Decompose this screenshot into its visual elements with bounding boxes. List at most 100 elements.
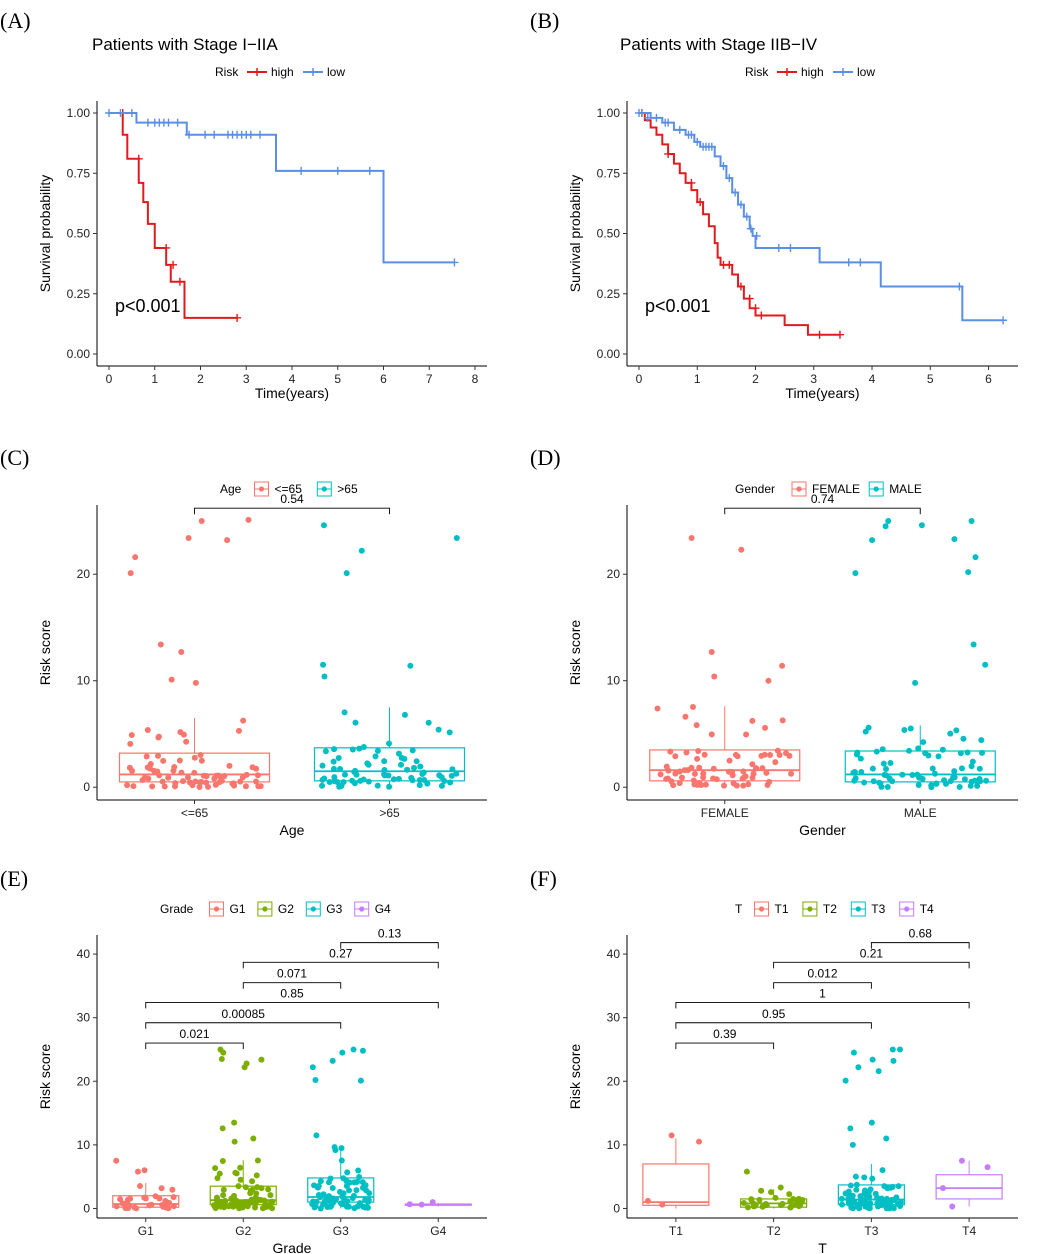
data-point bbox=[895, 1183, 902, 1190]
data-point bbox=[740, 774, 747, 781]
data-point-outlier bbox=[958, 1157, 965, 1164]
data-point bbox=[869, 765, 876, 772]
y-tick-label: 20 bbox=[77, 1074, 91, 1088]
data-point bbox=[979, 749, 986, 756]
data-point-outlier bbox=[198, 517, 205, 524]
data-point bbox=[779, 1200, 786, 1207]
comparison-p-value: 0.012 bbox=[807, 967, 837, 981]
data-point bbox=[446, 729, 453, 736]
censor-mark-low bbox=[736, 200, 745, 209]
comparison-p-value: 0.00085 bbox=[222, 1007, 266, 1021]
data-point bbox=[221, 1203, 228, 1210]
legend-label-T1: T1 bbox=[775, 902, 789, 916]
data-point bbox=[964, 749, 971, 756]
data-point bbox=[166, 1199, 173, 1206]
data-point bbox=[253, 778, 260, 785]
censor-mark-low bbox=[297, 166, 306, 175]
comparison-bracket bbox=[724, 507, 921, 515]
data-point bbox=[319, 782, 326, 789]
x-tick-label: 4 bbox=[289, 372, 296, 386]
data-point-outlier bbox=[320, 522, 327, 529]
legend-key-dot bbox=[873, 486, 879, 492]
censor-mark-high bbox=[233, 313, 242, 322]
x-tick-label: G4 bbox=[430, 1224, 446, 1238]
data-point-outlier bbox=[885, 517, 892, 524]
data-point-outlier bbox=[738, 546, 745, 553]
data-point bbox=[240, 717, 247, 724]
comparison-bracket bbox=[675, 1042, 775, 1050]
x-tick-label: 5 bbox=[927, 372, 934, 386]
legend-label->65: >65 bbox=[337, 482, 358, 496]
data-point bbox=[215, 772, 222, 779]
x-tick-label: T3 bbox=[864, 1224, 878, 1238]
data-point bbox=[906, 747, 913, 754]
data-point bbox=[128, 732, 135, 739]
chart-title: Patients with Stage I−IIA bbox=[92, 35, 278, 54]
data-point bbox=[220, 1186, 227, 1193]
data-point bbox=[170, 767, 177, 774]
data-point bbox=[269, 1205, 276, 1212]
panel-label: (D) bbox=[530, 445, 561, 470]
data-point bbox=[359, 1184, 366, 1191]
data-point bbox=[684, 767, 691, 774]
data-point-outlier bbox=[939, 1185, 946, 1192]
panel-label: (B) bbox=[530, 8, 559, 33]
box-panel-D: (D) 0 10 20 Gender Risk score FEMALE MALE Gender… bbox=[530, 445, 1018, 838]
data-point-outlier bbox=[453, 535, 460, 542]
comparison-bracket bbox=[870, 942, 970, 949]
data-point bbox=[338, 782, 345, 789]
data-point bbox=[242, 1184, 249, 1191]
data-point bbox=[859, 1200, 866, 1207]
data-point bbox=[865, 724, 872, 731]
y-tick-label: 10 bbox=[607, 674, 621, 688]
panel-label: (E) bbox=[0, 866, 28, 891]
censor-mark-low bbox=[693, 137, 702, 146]
data-point bbox=[870, 778, 877, 785]
data-point bbox=[772, 1194, 779, 1201]
data-point bbox=[838, 1195, 845, 1202]
censor-mark-low bbox=[643, 113, 652, 122]
comparison-bracket bbox=[675, 1022, 872, 1029]
data-point bbox=[184, 774, 191, 781]
data-point-outlier bbox=[250, 1135, 257, 1142]
data-point bbox=[191, 769, 198, 776]
data-point bbox=[975, 778, 982, 785]
data-point bbox=[956, 784, 963, 791]
data-point bbox=[734, 753, 741, 760]
data-point bbox=[976, 765, 983, 772]
data-point-outlier bbox=[849, 1141, 856, 1148]
censor-mark-high bbox=[687, 178, 696, 187]
data-point bbox=[212, 781, 219, 788]
legend-label-G1: G1 bbox=[230, 902, 246, 916]
data-point bbox=[331, 778, 338, 785]
data-point bbox=[683, 749, 690, 756]
x-axis-title: Gender bbox=[799, 822, 846, 838]
censor-mark-low bbox=[719, 162, 728, 171]
data-point bbox=[672, 753, 679, 760]
censor-mark-low bbox=[127, 109, 136, 117]
data-point bbox=[374, 747, 381, 754]
data-point bbox=[176, 757, 183, 764]
iqr-box-T4 bbox=[935, 1174, 1003, 1200]
iqr-box->65 bbox=[313, 747, 466, 782]
data-point bbox=[786, 752, 793, 759]
data-point bbox=[968, 763, 975, 770]
data-point-outlier bbox=[343, 570, 350, 577]
data-point bbox=[253, 1190, 260, 1197]
y-tick-label: 40 bbox=[77, 947, 91, 961]
data-point bbox=[349, 746, 356, 753]
data-point bbox=[899, 771, 906, 778]
data-point bbox=[438, 782, 445, 789]
data-point bbox=[958, 765, 965, 772]
data-point bbox=[329, 1185, 336, 1192]
data-point bbox=[858, 768, 865, 775]
y-tick-label: 0.25 bbox=[597, 287, 621, 301]
data-point bbox=[311, 1182, 318, 1189]
censor-mark-low bbox=[255, 130, 264, 139]
data-point bbox=[381, 772, 388, 779]
data-point bbox=[682, 713, 689, 720]
data-point-outlier bbox=[855, 1064, 862, 1071]
data-point bbox=[786, 1191, 793, 1198]
data-point bbox=[853, 751, 860, 758]
data-point bbox=[179, 778, 186, 785]
